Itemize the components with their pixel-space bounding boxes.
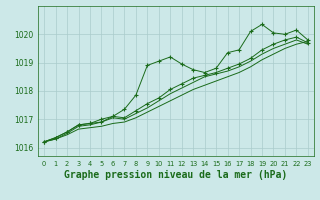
X-axis label: Graphe pression niveau de la mer (hPa): Graphe pression niveau de la mer (hPa)	[64, 170, 288, 180]
